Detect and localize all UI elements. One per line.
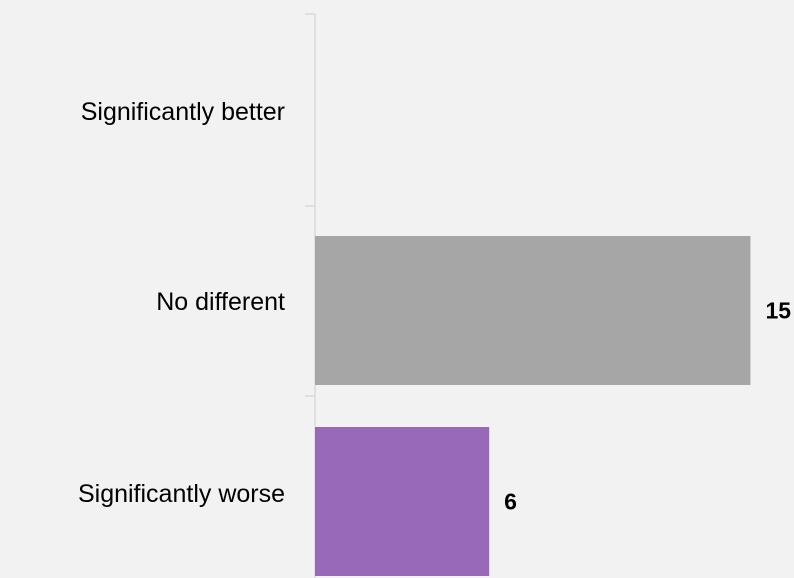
category-label-significantly-better: Significantly better [81,98,285,126]
data-label-significantly-worse: 6 [504,489,517,515]
category-label-no-different: No different [156,288,285,316]
bars [315,236,751,576]
data-labels: 15 6 [504,298,791,515]
category-label-significantly-worse: Significantly worse [78,480,285,508]
bar-significantly-worse [315,427,490,576]
category-labels: Significantly better No different Signif… [78,98,285,508]
bar-no-different [315,236,751,385]
data-label-no-different: 15 [765,298,791,324]
